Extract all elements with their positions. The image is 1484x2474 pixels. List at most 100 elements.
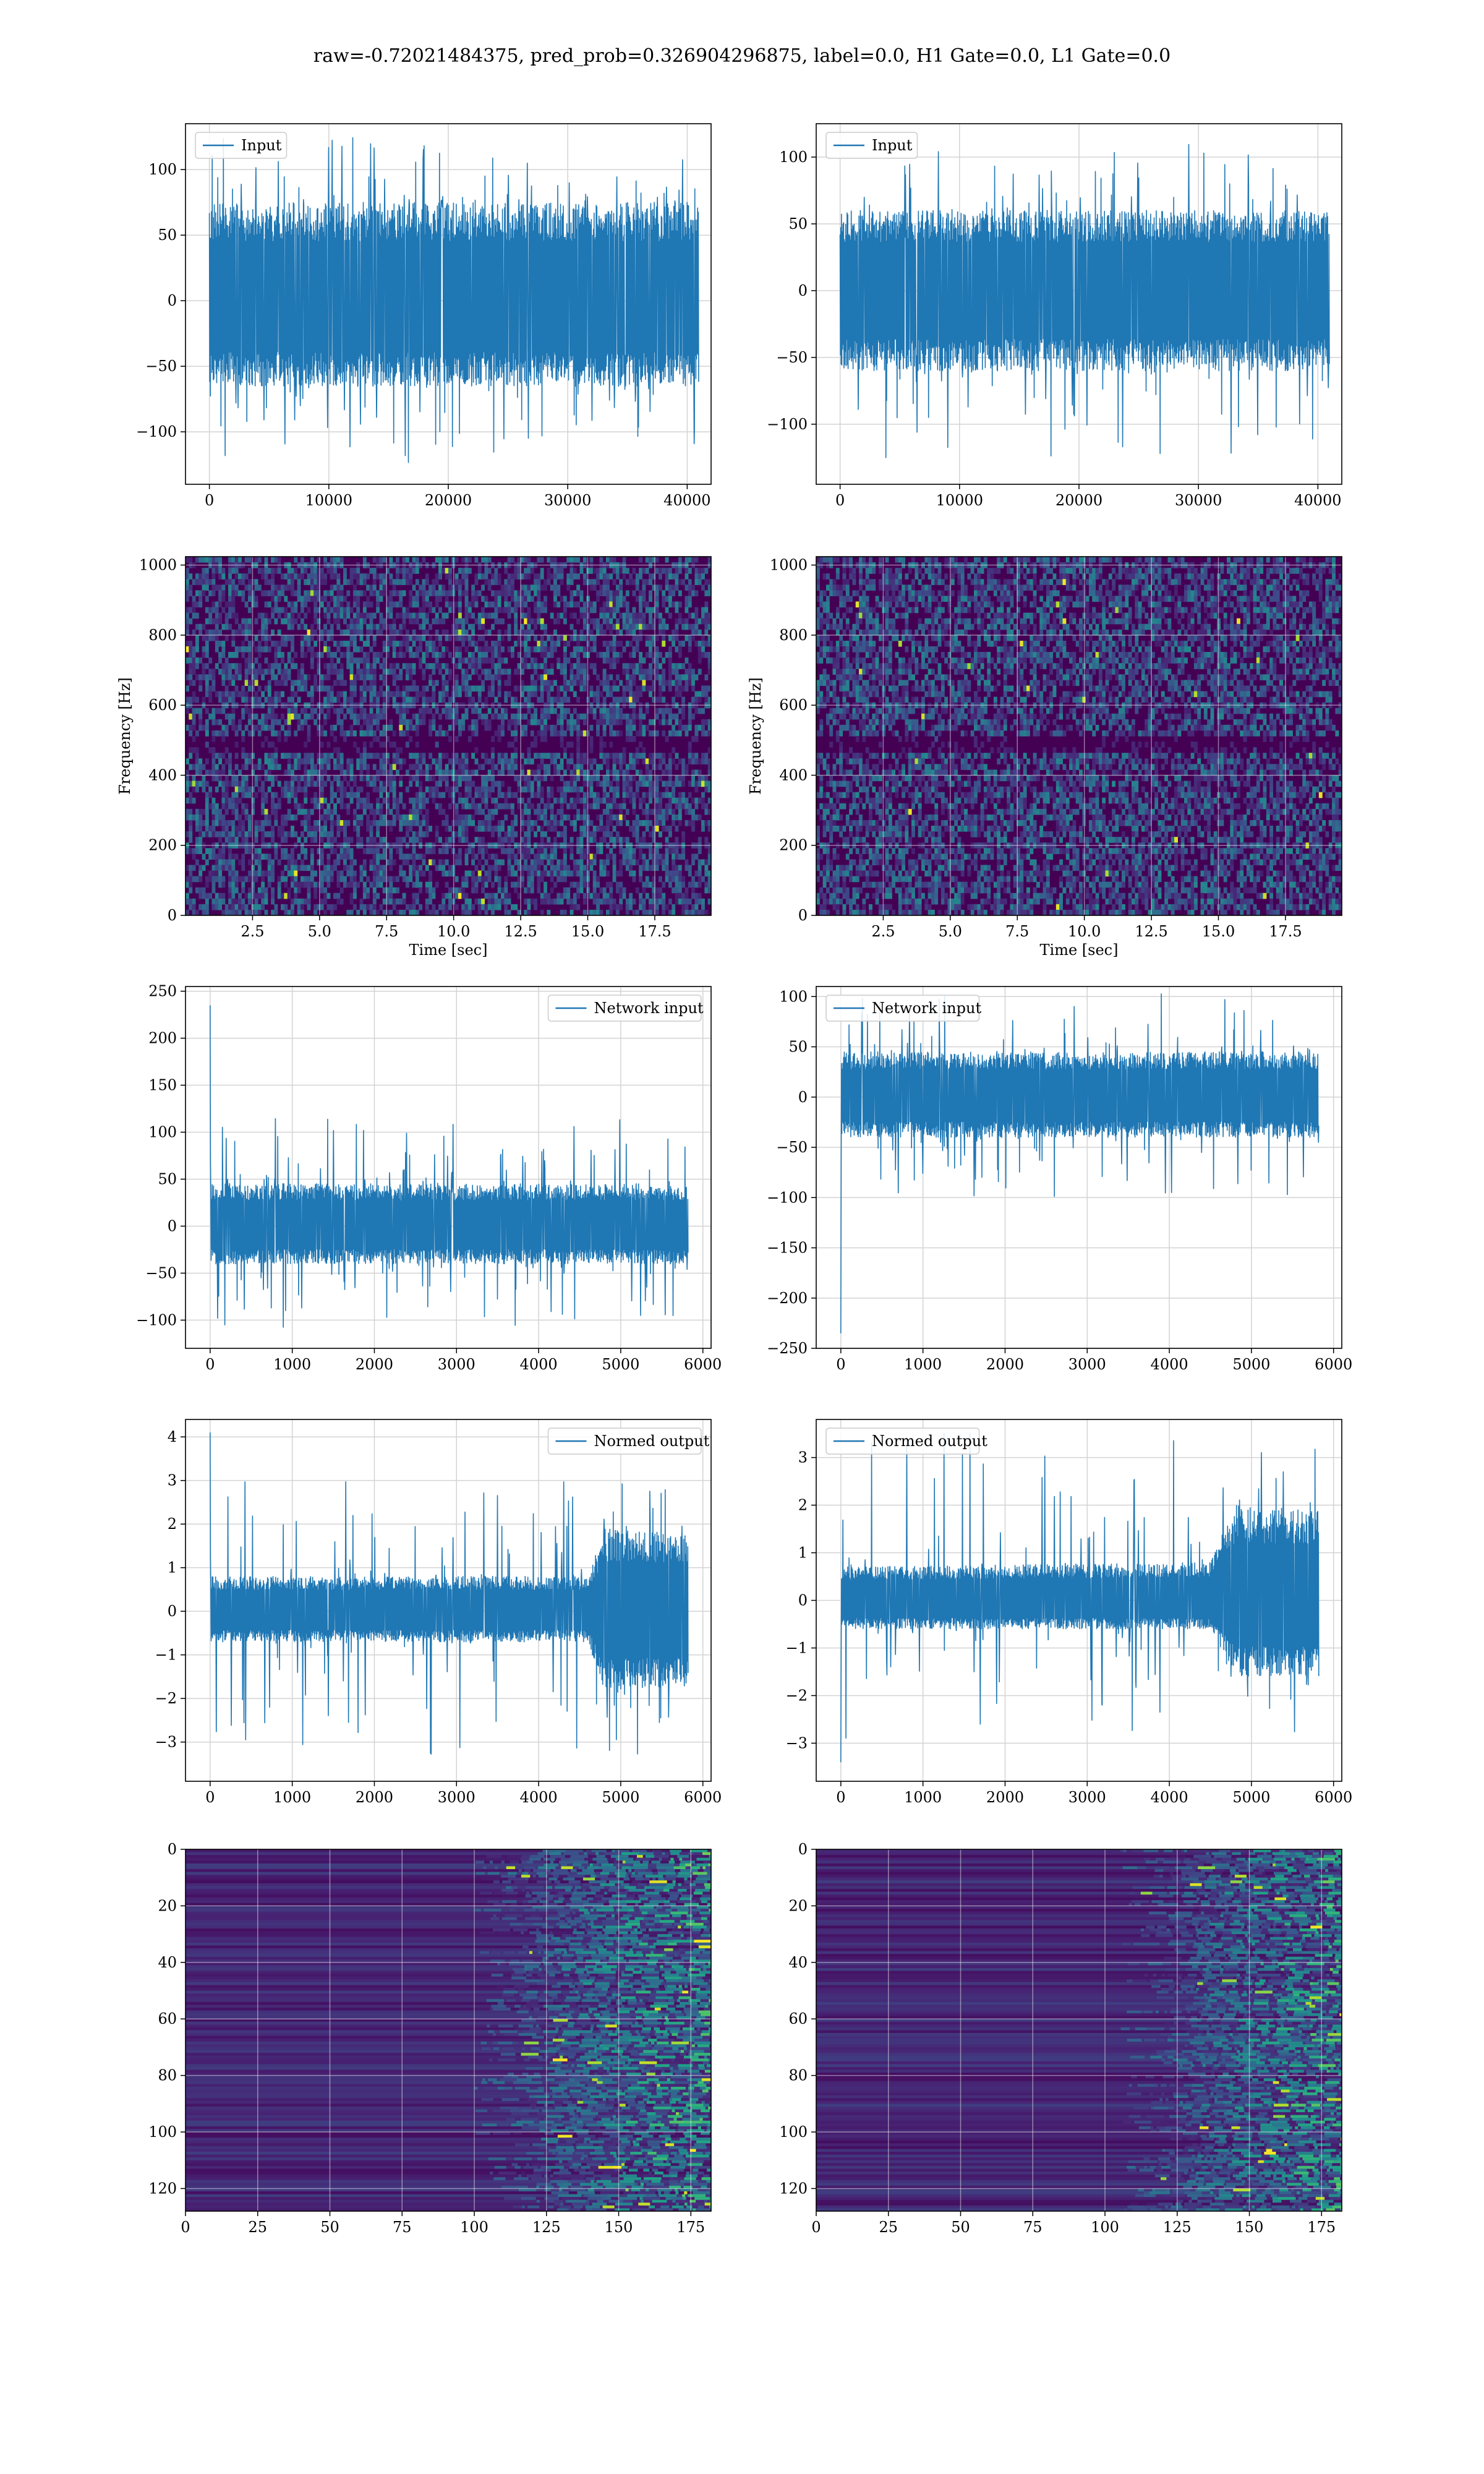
x-tick-label: 25 [879,2219,898,2236]
x-tick-label: 3000 [1068,1789,1106,1806]
series-line [840,1432,1320,1763]
y-tick-label: 100 [148,1124,177,1141]
x-tick-label: 0 [811,2219,821,2236]
x-tick-label: 20000 [1055,492,1102,509]
x-tick-label: 5000 [1232,1789,1270,1806]
x-tick-label: 6000 [1315,1789,1352,1806]
y-tick-label: 800 [148,627,177,644]
x-tick-label: 5.0 [308,923,331,940]
y-tick-label: 20 [788,1897,808,1914]
y-tick-label: −2 [786,1687,808,1704]
x-tick-label: 5000 [1232,1356,1270,1373]
x-tick-label: 2000 [356,1356,393,1373]
x-tick-label: 0 [205,1356,215,1373]
x-tick-label: 2000 [986,1356,1024,1373]
y-tick-label: 3 [798,1449,808,1466]
heatmap-image [186,1849,711,2211]
y-tick-label: 200 [148,837,177,854]
grid [186,987,711,1348]
axes-frame [816,556,1342,916]
x-tick-label: 15.0 [1202,923,1235,940]
figure-suptitle: raw=-0.72021484375, pred_prob=0.32690429… [313,45,1171,67]
x-axis-label: Time [sec] [1040,941,1119,959]
x-tick-label: 0 [836,1356,845,1373]
x-tick-label: 10000 [936,492,983,509]
y-tick-label: −250 [767,1340,808,1357]
x-tick-label: 30000 [1175,492,1222,509]
y-tick-label: 120 [779,2180,808,2197]
y-tick-label: −3 [786,1734,808,1752]
y-tick-label: 400 [779,766,808,784]
y-tick-label: 100 [779,148,808,166]
legend-frame [547,995,702,1022]
x-tick-label: 4000 [1151,1356,1188,1373]
y-tick-label: −100 [767,416,808,433]
x-tick-label: 1000 [273,1789,311,1806]
x-tick-label: 2000 [356,1789,393,1806]
legend-label: Network input [872,999,981,1017]
legend: Normed output [825,1427,987,1455]
y-tick-label: 80 [788,2067,808,2084]
x-tick-label: 17.5 [1269,923,1302,940]
x-tick-label: 50 [320,2219,339,2236]
y-tick-label: −1 [155,1646,177,1664]
x-tick-label: 100 [460,2219,488,2236]
y-tick-label: 100 [148,161,177,178]
y-tick-label: 50 [158,1170,177,1188]
subplot-r5c2: 0 25 50 75 100 125 150 175 0 20 40 60 80 100 120 [779,1841,1342,2236]
heatmap-image [186,557,711,915]
y-tick-label: 3 [168,1472,177,1489]
legend: Input [825,132,918,159]
y-tick-label: 0 [798,282,808,299]
x-tick-label: 150 [605,2219,633,2236]
grid [186,1849,711,2211]
legend: Network input [825,995,981,1022]
y-tick-label: 1000 [770,557,808,574]
x-tick-label: 0 [836,1789,845,1806]
y-tick-label: 100 [779,2123,808,2141]
subplot-r5c1: 0 25 50 75 100 125 150 175 0 20 40 60 80 100 120 [148,1841,712,2236]
legend-label: Normed output [872,1432,987,1450]
heatmap-image [816,557,1342,915]
y-tick-label: 100 [148,2123,177,2141]
y-tick-label: 150 [148,1077,177,1094]
x-tick-label: 1000 [273,1356,311,1373]
axes-frame [816,986,1342,1349]
x-tick-label: 3000 [438,1356,475,1373]
x-tick-label: 0 [205,1789,215,1806]
y-tick-label: 200 [779,837,808,854]
x-tick-label: 5000 [602,1789,639,1806]
ticks: 0 10000 20000 30000 40000 −100 −50 0 50 100 [136,161,710,509]
x-axis-label: Time [sec] [409,941,488,959]
y-tick-label: 50 [158,226,177,244]
y-tick-label: −1 [786,1639,808,1656]
y-tick-label: −50 [776,349,808,366]
subplot-r1c1: Input 0 10000 20000 30000 40000 −100 −50 0 50 100 [136,123,712,509]
ticks: 2.5 5.0 7.5 10.0 12.5 15.0 17.5 0 200 400 600 800 10… [139,557,672,940]
x-tick-label: 6000 [684,1789,722,1806]
y-tick-label: −200 [767,1290,808,1307]
axes-frame [185,556,712,916]
x-tick-label: 4000 [520,1356,558,1373]
x-tick-label: 10.0 [1068,923,1101,940]
x-tick-label: 0 [205,492,214,509]
x-tick-label: 2.5 [241,923,264,940]
legend-frame [825,1427,980,1455]
ticks: 0 1000 2000 3000 4000 5000 6000 −100 −50 0 50 100 15… [136,983,722,1373]
subplot-r4c2: Normed output 0 1000 2000 3000 4000 5000 6000 −3… [786,1419,1352,1806]
y-tick-label: −100 [767,1189,808,1206]
subplot-r2c2: 2.5 5.0 7.5 10.0 12.5 15.0 17.5 0 200 400 600 800 10… [747,556,1342,959]
y-tick-label: 0 [168,292,177,309]
legend-label: Input [872,137,913,154]
y-tick-label: 50 [788,215,808,233]
series-line [839,143,1330,458]
x-tick-label: 1000 [904,1356,942,1373]
y-tick-label: 40 [788,1954,808,1971]
ticks: 0 25 50 75 100 125 150 175 0 20 40 60 80 100 120 [779,1841,1336,2236]
x-tick-label: 5000 [602,1356,639,1373]
y-tick-label: 0 [168,907,177,924]
x-tick-label: 30000 [544,492,591,509]
y-tick-label: −150 [767,1239,808,1257]
x-tick-label: 100 [1091,2219,1119,2236]
